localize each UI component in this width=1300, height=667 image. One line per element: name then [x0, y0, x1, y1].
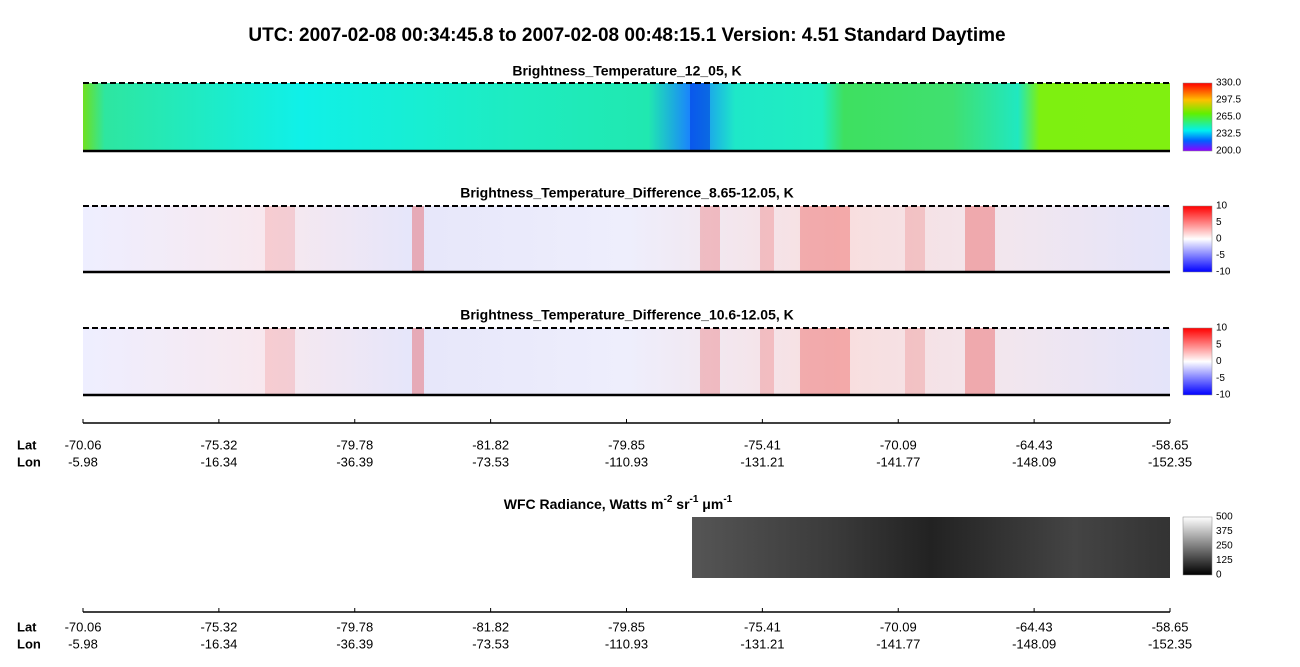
- tick-label: -5.98: [68, 636, 98, 651]
- tick-label: -148.09: [1012, 454, 1056, 469]
- colorbar: [1182, 327, 1213, 396]
- streak: [690, 83, 710, 151]
- tick-label: -79.78: [336, 437, 373, 452]
- colorbar-label: 375: [1216, 526, 1233, 537]
- tick-label: -81.82: [472, 437, 509, 452]
- colorbar-label: -5: [1216, 250, 1225, 261]
- panel-title: Brightness_Temperature_12_05, K: [512, 63, 741, 79]
- tick-label: -70.09: [880, 437, 917, 452]
- image: [83, 328, 1170, 395]
- colorbar-label: 200.0: [1216, 146, 1241, 157]
- tick-label: -58.65: [1152, 619, 1189, 634]
- title-part: sr: [672, 496, 690, 512]
- tick-label: -73.53: [472, 636, 509, 651]
- colorbar-label: -10: [1216, 390, 1231, 401]
- title-part: WFC Radiance, Watts m: [504, 496, 664, 512]
- tick-label: -81.82: [472, 619, 509, 634]
- tick-label: -152.35: [1148, 636, 1192, 651]
- tick-label: -16.34: [200, 636, 237, 651]
- tick-label: -131.21: [740, 636, 784, 651]
- colorbar: [1182, 82, 1213, 152]
- streak: [265, 206, 295, 272]
- image: [692, 517, 1170, 578]
- tick-label: -70.09: [880, 619, 917, 634]
- streak: [905, 328, 925, 395]
- streak: [265, 328, 295, 395]
- tick-label: -148.09: [1012, 636, 1056, 651]
- streak: [412, 328, 424, 395]
- streak: [412, 206, 424, 272]
- tick-label: -141.77: [876, 636, 920, 651]
- tick-label: -5.98: [68, 454, 98, 469]
- tick-label: -70.06: [65, 437, 102, 452]
- colorbar-label: 265.0: [1216, 112, 1241, 123]
- colorbar-label: -10: [1216, 267, 1231, 278]
- axis-label: Lat: [17, 619, 37, 634]
- tick-label: -36.39: [336, 454, 373, 469]
- colorbar-label: -5: [1216, 373, 1225, 384]
- tick-label: -64.43: [1016, 437, 1053, 452]
- streak: [800, 206, 850, 272]
- tick-label: -36.39: [336, 636, 373, 651]
- tick-label: -131.21: [740, 454, 784, 469]
- colorbar-label: 232.5: [1216, 129, 1241, 140]
- tick-label: -16.34: [200, 454, 237, 469]
- image: [83, 206, 1170, 272]
- tick-label: -110.93: [605, 636, 648, 651]
- tick-label: -75.32: [200, 437, 237, 452]
- title-part: -1: [723, 494, 732, 505]
- streak: [800, 328, 850, 395]
- colorbar: [1182, 516, 1213, 576]
- streak: [905, 206, 925, 272]
- streak: [700, 328, 720, 395]
- tick-label: -79.78: [336, 619, 373, 634]
- panel-title: WFC Radiance, Watts m-2 sr-1 μm-1: [504, 494, 733, 512]
- axis-label: Lon: [17, 454, 41, 469]
- colorbar-label: 0: [1216, 570, 1222, 581]
- image: [83, 83, 1170, 151]
- colorbar-label: 10: [1216, 323, 1228, 334]
- streak: [965, 206, 995, 272]
- colorbar-label: 330.0: [1216, 78, 1241, 89]
- colorbar-label: 297.5: [1216, 95, 1241, 106]
- colorbar: [1182, 205, 1213, 273]
- tick-label: -64.43: [1016, 619, 1053, 634]
- title-part: μm: [698, 496, 723, 512]
- streak: [700, 206, 720, 272]
- colorbar-label: 0: [1216, 234, 1222, 245]
- tick-label: -79.85: [608, 619, 645, 634]
- tick-label: -141.77: [876, 454, 920, 469]
- tick-label: -73.53: [472, 454, 509, 469]
- tick-label: -75.41: [744, 437, 781, 452]
- colorbar-label: 250: [1216, 541, 1233, 552]
- streak: [760, 328, 774, 395]
- axis-label: Lon: [17, 636, 41, 651]
- streak: [965, 328, 995, 395]
- tick-label: -58.65: [1152, 437, 1189, 452]
- tick-label: -79.85: [608, 437, 645, 452]
- page-title: UTC: 2007-02-08 00:34:45.8 to 2007-02-08…: [248, 25, 1005, 46]
- streak: [760, 206, 774, 272]
- tick-label: -75.32: [200, 619, 237, 634]
- axis-label: Lat: [17, 437, 37, 452]
- tick-label: -70.06: [65, 619, 102, 634]
- colorbar-label: 500: [1216, 512, 1233, 523]
- colorbar-label: 5: [1216, 217, 1222, 228]
- colorbar-label: 125: [1216, 555, 1233, 566]
- panel-title: Brightness_Temperature_Difference_8.65-1…: [460, 185, 794, 201]
- tick-label: -152.35: [1148, 454, 1192, 469]
- tick-label: -75.41: [744, 619, 781, 634]
- tick-label: -110.93: [605, 454, 648, 469]
- colorbar-label: 10: [1216, 201, 1228, 212]
- title-part: -1: [690, 494, 699, 505]
- title-part: -2: [663, 494, 672, 505]
- panel-title: Brightness_Temperature_Difference_10.6-1…: [460, 307, 794, 323]
- colorbar-label: 5: [1216, 339, 1222, 350]
- colorbar-label: 0: [1216, 356, 1222, 367]
